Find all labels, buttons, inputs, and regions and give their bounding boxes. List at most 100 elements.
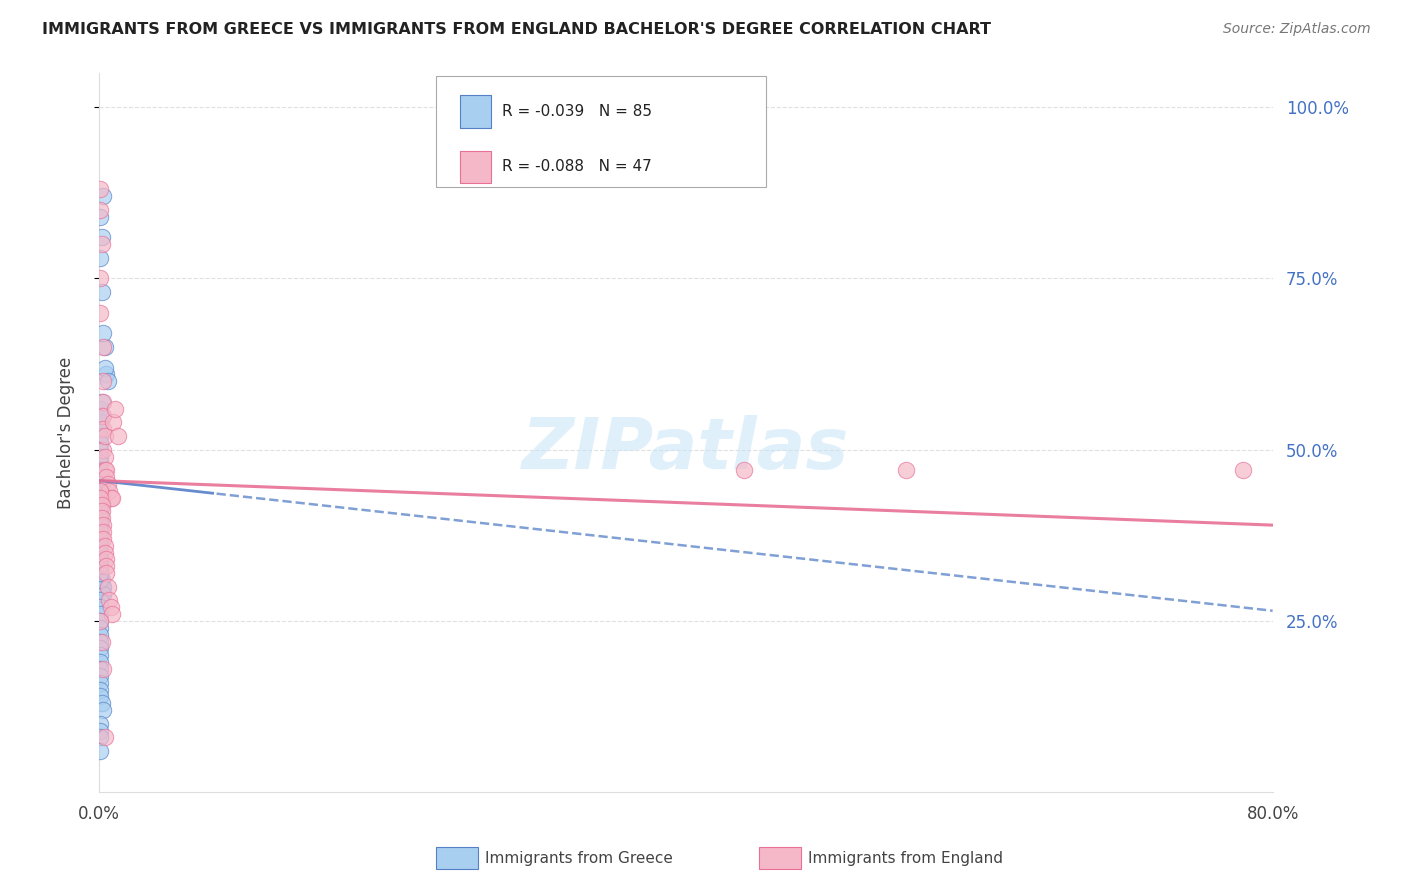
Point [91, 189, 114, 203]
Point [94, 463, 117, 477]
Point [89, 498, 111, 512]
Point [103, 415, 125, 429]
Point [91, 394, 114, 409]
Point [93, 463, 115, 477]
Point [89, 539, 111, 553]
Point [89, 504, 111, 518]
Point [97, 374, 120, 388]
Point [94, 368, 117, 382]
Point [89, 511, 111, 525]
Point [89, 552, 111, 566]
Text: IMMIGRANTS FROM GREECE VS IMMIGRANTS FROM ENGLAND BACHELOR'S DEGREE CORRELATION : IMMIGRANTS FROM GREECE VS IMMIGRANTS FRO… [42, 22, 991, 37]
Point [90, 409, 112, 423]
Point [89, 442, 111, 457]
Point [90, 394, 112, 409]
Point [89, 559, 111, 574]
Point [89, 641, 111, 656]
Point [89, 566, 111, 580]
Point [91, 422, 114, 436]
Point [89, 566, 111, 580]
Point [89, 545, 111, 559]
Point [89, 690, 111, 704]
Point [97, 580, 120, 594]
Point [94, 566, 117, 580]
Point [97, 477, 120, 491]
Text: Source: ZipAtlas.com: Source: ZipAtlas.com [1223, 22, 1371, 37]
Point [89, 662, 111, 676]
Point [89, 415, 111, 429]
Point [89, 518, 111, 533]
Point [93, 539, 115, 553]
Point [89, 483, 111, 498]
Y-axis label: Bachelor's Degree: Bachelor's Degree [58, 357, 75, 508]
Point [89, 648, 111, 663]
Point [89, 716, 111, 731]
Point [93, 360, 115, 375]
Point [89, 559, 111, 574]
Point [89, 545, 111, 559]
Point [94, 552, 117, 566]
Point [90, 696, 112, 710]
Text: ZIPatlas: ZIPatlas [522, 416, 849, 484]
Point [91, 374, 114, 388]
Point [90, 230, 112, 244]
Point [89, 463, 111, 477]
Point [89, 470, 111, 484]
Point [93, 450, 115, 464]
Point [89, 483, 111, 498]
Point [90, 511, 112, 525]
Point [90, 285, 112, 300]
Point [98, 483, 121, 498]
Point [89, 491, 111, 505]
Point [89, 498, 111, 512]
Point [91, 340, 114, 354]
Point [89, 675, 111, 690]
Point [89, 532, 111, 546]
Point [89, 511, 111, 525]
Point [91, 409, 114, 423]
Point [89, 491, 111, 505]
Point [89, 436, 111, 450]
Point [90, 477, 112, 491]
Point [89, 723, 111, 738]
Point [89, 511, 111, 525]
Point [89, 422, 111, 436]
Point [89, 614, 111, 628]
Point [89, 573, 111, 587]
Point [89, 182, 111, 196]
Point [89, 593, 111, 607]
Point [894, 463, 917, 477]
Point [1232, 463, 1254, 477]
Point [89, 614, 111, 628]
Point [93, 340, 115, 354]
Point [101, 491, 124, 505]
Point [94, 470, 117, 484]
Point [89, 306, 111, 320]
Point [89, 682, 111, 697]
Point [91, 586, 114, 600]
Point [91, 703, 114, 717]
Point [89, 210, 111, 224]
Point [90, 491, 112, 505]
Point [89, 202, 111, 217]
Point [90, 491, 112, 505]
Point [100, 600, 122, 615]
Point [91, 326, 114, 341]
Point [89, 271, 111, 285]
Point [89, 251, 111, 265]
Point [91, 532, 114, 546]
Point [89, 504, 111, 518]
Point [89, 559, 111, 574]
Point [90, 634, 112, 648]
Point [107, 429, 129, 443]
Text: R = -0.088   N = 47: R = -0.088 N = 47 [502, 160, 652, 174]
Point [89, 401, 111, 416]
Point [100, 491, 122, 505]
Point [89, 483, 111, 498]
Point [101, 607, 124, 622]
Point [89, 634, 111, 648]
Point [90, 586, 112, 600]
Text: R = -0.039   N = 85: R = -0.039 N = 85 [502, 104, 652, 119]
Point [89, 450, 111, 464]
Point [91, 518, 114, 533]
